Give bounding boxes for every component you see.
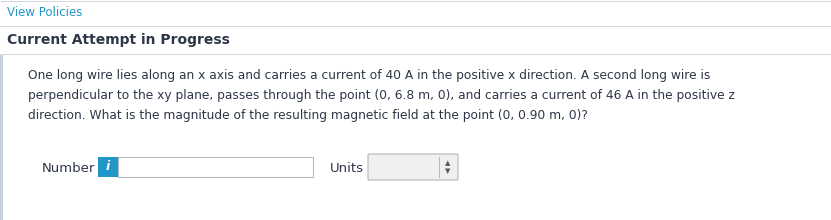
Text: Current Attempt in Progress: Current Attempt in Progress [7,33,230,47]
FancyBboxPatch shape [118,157,313,177]
FancyBboxPatch shape [98,157,118,177]
Text: One long wire lies along an x axis and carries a current of 40 A in the positive: One long wire lies along an x axis and c… [28,70,711,82]
Text: Number: Number [42,161,96,174]
Text: perpendicular to the xy plane, passes through the point (0, 6.8 m, 0), and carri: perpendicular to the xy plane, passes th… [28,90,735,103]
Text: i: i [106,161,111,174]
Text: ▲: ▲ [445,160,450,166]
FancyBboxPatch shape [0,55,3,220]
Text: View Policies: View Policies [7,7,82,20]
Text: Units: Units [330,161,364,174]
Text: direction. What is the magnitude of the resulting magnetic field at the point (0: direction. What is the magnitude of the … [28,110,588,123]
Text: ▼: ▼ [445,168,450,174]
FancyBboxPatch shape [368,154,458,180]
